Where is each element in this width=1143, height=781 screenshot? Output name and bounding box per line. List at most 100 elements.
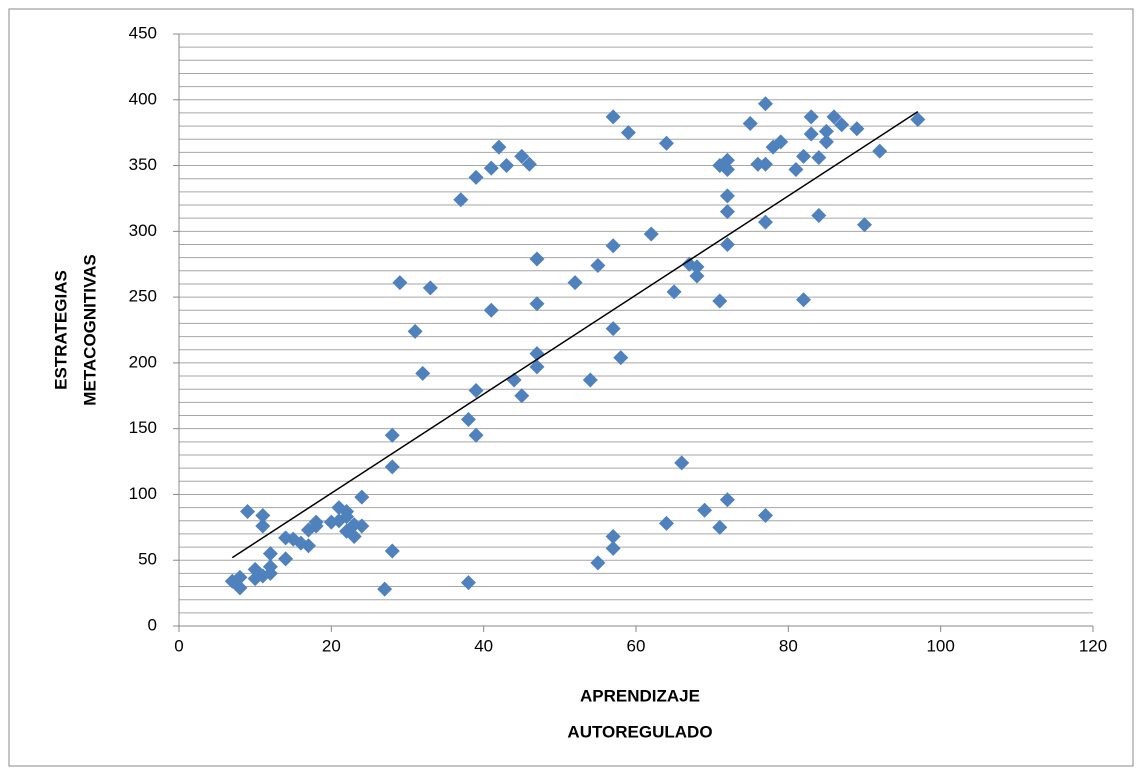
y-tick-label: 50 bbox=[138, 550, 157, 569]
point bbox=[384, 543, 400, 559]
point bbox=[719, 492, 735, 508]
y-tick-label: 200 bbox=[129, 352, 157, 371]
point bbox=[605, 109, 621, 125]
point bbox=[910, 112, 926, 128]
point bbox=[468, 383, 484, 399]
point bbox=[590, 555, 606, 571]
point bbox=[506, 372, 522, 388]
point bbox=[384, 427, 400, 443]
point bbox=[255, 507, 271, 523]
point bbox=[719, 204, 735, 220]
point bbox=[483, 160, 499, 176]
point bbox=[354, 518, 370, 534]
point bbox=[620, 125, 636, 141]
point bbox=[857, 217, 872, 233]
point bbox=[605, 540, 621, 556]
point bbox=[803, 126, 819, 142]
point bbox=[757, 214, 773, 230]
point bbox=[453, 192, 469, 208]
point bbox=[255, 518, 271, 534]
point bbox=[719, 188, 735, 204]
point bbox=[719, 152, 735, 168]
point bbox=[407, 323, 423, 339]
point bbox=[468, 427, 484, 443]
y-axis-label: METACOGNITIVAS bbox=[80, 254, 99, 405]
point bbox=[826, 109, 842, 125]
point bbox=[849, 121, 865, 137]
point bbox=[757, 507, 773, 523]
point bbox=[232, 569, 248, 585]
point bbox=[689, 259, 705, 275]
point bbox=[818, 134, 834, 150]
point bbox=[666, 284, 682, 300]
point bbox=[872, 143, 888, 159]
point bbox=[422, 280, 438, 296]
chart-border bbox=[8, 8, 1134, 767]
point bbox=[514, 388, 530, 404]
point bbox=[521, 156, 537, 172]
point bbox=[346, 529, 362, 545]
point bbox=[719, 236, 735, 252]
point bbox=[818, 123, 834, 139]
y-axis-label: ESTRATEGIAS bbox=[51, 270, 70, 390]
point bbox=[689, 268, 705, 284]
point bbox=[742, 115, 758, 131]
point bbox=[605, 238, 621, 254]
point bbox=[567, 275, 583, 291]
point bbox=[712, 293, 728, 309]
point bbox=[529, 296, 545, 312]
x-tick-label: 20 bbox=[322, 636, 341, 655]
x-tick-label: 0 bbox=[174, 636, 183, 655]
point bbox=[834, 117, 850, 133]
x-axis-label: AUTOREGULADO bbox=[567, 722, 712, 741]
y-tick-label: 400 bbox=[129, 89, 157, 108]
point bbox=[643, 226, 659, 242]
trend-line bbox=[231, 110, 919, 559]
y-tick-label: 150 bbox=[129, 418, 157, 437]
y-tick-label: 0 bbox=[148, 615, 157, 634]
point bbox=[460, 575, 476, 591]
point bbox=[712, 519, 728, 535]
x-tick-label: 40 bbox=[474, 636, 493, 655]
point bbox=[415, 365, 431, 381]
point bbox=[300, 538, 316, 554]
point bbox=[384, 459, 400, 475]
point bbox=[788, 162, 804, 178]
point bbox=[499, 158, 515, 174]
point bbox=[392, 275, 408, 291]
point bbox=[796, 292, 812, 308]
point bbox=[491, 139, 507, 155]
point bbox=[796, 148, 812, 164]
x-tick-label: 100 bbox=[926, 636, 954, 655]
point bbox=[468, 169, 484, 185]
point bbox=[811, 208, 827, 224]
point bbox=[613, 350, 629, 366]
point bbox=[262, 546, 278, 562]
point bbox=[605, 321, 621, 337]
point bbox=[460, 411, 476, 427]
point bbox=[773, 134, 789, 150]
point bbox=[339, 509, 355, 525]
y-tick-label: 300 bbox=[129, 221, 157, 240]
point bbox=[590, 258, 606, 274]
x-tick-label: 60 bbox=[627, 636, 646, 655]
point bbox=[605, 529, 621, 545]
x-axis-label: APRENDIZAJE bbox=[580, 686, 700, 705]
point bbox=[308, 514, 324, 530]
point bbox=[483, 302, 499, 318]
point bbox=[658, 135, 674, 151]
point bbox=[232, 580, 248, 596]
x-tick-label: 80 bbox=[779, 636, 798, 655]
point bbox=[674, 455, 690, 471]
point bbox=[697, 502, 713, 518]
y-tick-label: 250 bbox=[129, 287, 157, 306]
point bbox=[262, 559, 278, 575]
point bbox=[377, 581, 393, 597]
point bbox=[240, 504, 256, 520]
point bbox=[757, 96, 773, 112]
y-tick-label: 100 bbox=[129, 484, 157, 503]
point bbox=[811, 150, 827, 166]
y-tick-label: 450 bbox=[129, 23, 157, 42]
y-tick-label: 350 bbox=[129, 155, 157, 174]
